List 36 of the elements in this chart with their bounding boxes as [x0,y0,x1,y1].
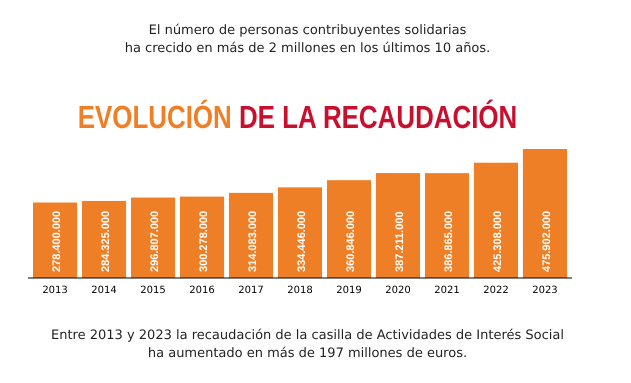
bar [130,198,176,278]
x-tick-label: 2021 [434,285,460,296]
x-tick-label: 2015 [140,285,166,296]
x-tick-label: 2013 [42,285,68,296]
bar [326,180,372,278]
data-label: 360.846.000 [344,210,357,272]
bar [376,173,420,278]
chart-subtitle: El número de personas contribuyentes solidarias ha crecido en más de 2 millones en los últimos 10 años. [124,23,490,56]
chart-title: EVOLUCIÓN DE LA RECAUDACIÓN [78,99,518,136]
data-label: 475.902.000 [540,210,553,272]
bar [180,196,224,278]
data-label: 334.446.000 [296,210,308,272]
x-tick-label: 2019 [336,285,362,296]
data-label: 278.400.000 [51,210,64,272]
bar [474,162,518,278]
data-label: 314.083.000 [247,210,260,272]
x-tick-label: 2017 [238,285,264,296]
x-tick-label: 2023 [532,285,558,296]
x-tick-label: 2022 [483,285,509,296]
data-label: 296.807.000 [149,210,162,272]
data-label: 386.865.000 [442,210,455,272]
x-tick-label: 2014 [91,285,117,296]
bar [424,173,470,278]
data-label: 387.211.000 [394,211,406,272]
bar [522,149,567,278]
x-tick-label: 2016 [189,285,215,296]
x-tick-label: 2018 [287,285,313,296]
data-label: 425.308.000 [492,210,504,272]
text: Entre 2013 y 2023 la recaudación de la casilla de Actividades de Interés Social ha aumentado en más de 197 millones de euros. [51,328,564,361]
bar [278,187,322,278]
bar [228,192,274,278]
bar [33,202,78,278]
data-label: 300.278.000 [198,210,210,272]
x-tick-label: 2020 [385,285,411,296]
bar [82,200,126,278]
data-label: 284.325.000 [100,210,112,272]
